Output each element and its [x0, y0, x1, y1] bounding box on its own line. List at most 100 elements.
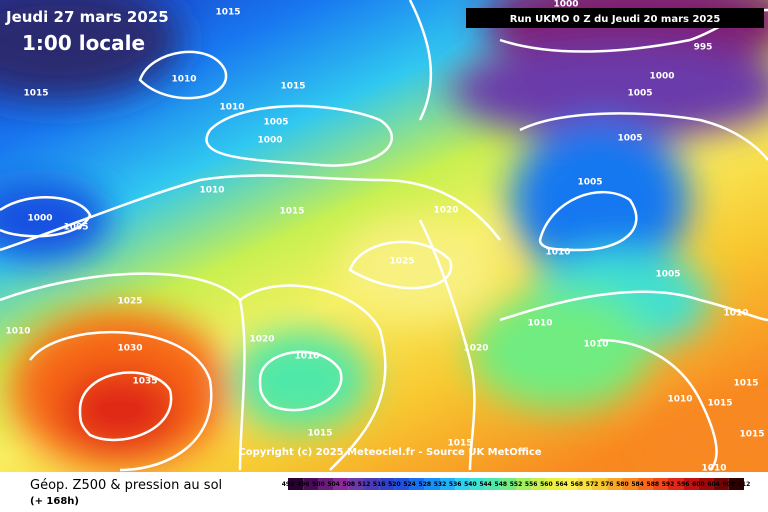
isobar-label: 1030: [117, 344, 142, 354]
colorbar-swatch: [500, 478, 516, 490]
isobar-label: 1010: [294, 352, 319, 362]
isobar-label: 1005: [617, 134, 642, 144]
colorbar-swatch: [668, 478, 684, 490]
colorbar-tick-label: 560: [540, 481, 553, 488]
colorbar-tick-label: 524: [403, 481, 416, 488]
isobar-label: 1015: [733, 379, 758, 389]
colorbar-swatch: [455, 478, 471, 490]
isobar-label: 1025: [117, 297, 142, 307]
isobar-label: 1000: [257, 136, 282, 146]
colorbar-swatch: [485, 478, 501, 490]
colorbar-tick-label: 556: [525, 481, 538, 488]
colorbar-swatch: [379, 478, 395, 490]
isobar-label: 1010: [701, 464, 726, 474]
isobar-label: 1015: [307, 429, 332, 439]
colorbar-tick-label: 532: [434, 481, 447, 488]
isobar-label: 1015: [447, 439, 472, 449]
isobar-label: 1005: [63, 223, 88, 233]
colorbar-swatch: [607, 478, 623, 490]
isobar-label: 1010: [545, 248, 570, 258]
colorbar-tick-label: 544: [479, 481, 492, 488]
isobar-labels: 1015101510101015101010051000101010001005…: [5, 0, 764, 474]
colorbar: 492 496 500 504 508 512 516 520 524 528 532 536 540 5…: [282, 478, 751, 490]
run-box: [466, 8, 764, 28]
colorbar-tick-label: 564: [555, 481, 568, 488]
colorbar-swatch: [303, 478, 319, 490]
isobar-label: 1010: [171, 75, 196, 85]
legend-subtitle: (+ 168h): [30, 496, 79, 507]
colorbar-swatch: [698, 478, 714, 490]
isobar-label: 1015: [280, 82, 305, 92]
isobar-label: 1015: [739, 430, 764, 440]
colorbar-swatch: [288, 478, 304, 490]
isobar-label: 1010: [5, 327, 30, 337]
colorbar-tick-label: 612: [738, 481, 751, 488]
colorbar-tick-label: 608: [723, 481, 736, 488]
colorbar-swatch: [531, 478, 547, 490]
time-label: 1:00 locale: [22, 31, 145, 55]
isobar-label: 1015: [707, 399, 732, 409]
isobar-label: 1010: [527, 319, 552, 329]
isobar-label: 1035: [132, 377, 157, 387]
colorbar-tick-label: 496: [297, 481, 310, 488]
colorbar-tick-label: 596: [677, 481, 690, 488]
colorbar-swatch: [333, 478, 349, 490]
colorbar-tick-label: 492: [282, 481, 295, 488]
isobar-label: 1015: [215, 8, 240, 18]
colorbar-tick-label: 584: [631, 481, 644, 488]
colorbar-swatch: [364, 478, 380, 490]
isobar-lines: [0, 0, 768, 470]
colorbar-tick-label: 528: [419, 481, 432, 488]
isobar-label: 1010: [723, 309, 748, 319]
colorbar-swatch: [713, 478, 729, 490]
colorbar-tick-label: 508: [343, 481, 356, 488]
isobar-label: 1005: [627, 89, 652, 99]
isobar-label: 1010: [667, 395, 692, 405]
colorbar-tick-label: 600: [692, 481, 705, 488]
colorbar-tick-label: 576: [601, 481, 614, 488]
isobar-label: 1005: [577, 178, 602, 188]
colorbar-swatch: [576, 478, 592, 490]
colorbar-swatch: [470, 478, 486, 490]
colorbar-tick-label: 604: [707, 481, 720, 488]
isobar-label: 995: [694, 43, 713, 53]
isobar-label: 1025: [389, 257, 414, 267]
colorbar-tick-label: 520: [388, 481, 401, 488]
colorbar-tick-label: 548: [495, 481, 508, 488]
isobar-label: 1000: [649, 72, 674, 82]
colorbar-swatch: [592, 478, 608, 490]
colorbar-swatch: [546, 478, 562, 490]
isobar-label: 1010: [583, 340, 608, 350]
colorbar-swatch: [424, 478, 440, 490]
colorbar-swatch: [561, 478, 577, 490]
colorbar-swatch: [440, 478, 456, 490]
colorbar-tick-label: 568: [571, 481, 584, 488]
colorbar-tick-label: 580: [616, 481, 629, 488]
isobar-label: 1010: [199, 186, 224, 196]
isobar-label: 1000: [553, 0, 578, 10]
colorbar-swatch: [728, 478, 744, 490]
isobar-label: 1020: [433, 206, 458, 216]
colorbar-tick-label: 516: [373, 481, 386, 488]
colorbar-tick-label: 592: [662, 481, 675, 488]
run-label: Run UKMO 0 Z du Jeudi 20 mars 2025: [510, 14, 721, 25]
colorbar-swatch: [622, 478, 638, 490]
colorbar-tick-label: 504: [327, 481, 340, 488]
colorbar-tick-label: 588: [647, 481, 660, 488]
colorbar-swatch: [394, 478, 410, 490]
colorbar-swatch: [637, 478, 653, 490]
colorbar-swatch: [318, 478, 334, 490]
isobar-label: 1015: [279, 207, 304, 217]
colorbar-swatch: [516, 478, 532, 490]
colorbar-tick-label: 552: [510, 481, 523, 488]
colorbar-tick-label: 536: [449, 481, 462, 488]
date-label: Jeudi 27 mars 2025: [5, 8, 169, 26]
isobar-label: 1005: [655, 270, 680, 280]
isobar-label: 1005: [263, 118, 288, 128]
isobar-label: 1015: [23, 89, 48, 99]
colorbar-swatch: [409, 478, 425, 490]
isobar-label: 1000: [27, 214, 52, 224]
colorbar-swatch: [652, 478, 668, 490]
isobar-label: 1020: [249, 335, 274, 345]
